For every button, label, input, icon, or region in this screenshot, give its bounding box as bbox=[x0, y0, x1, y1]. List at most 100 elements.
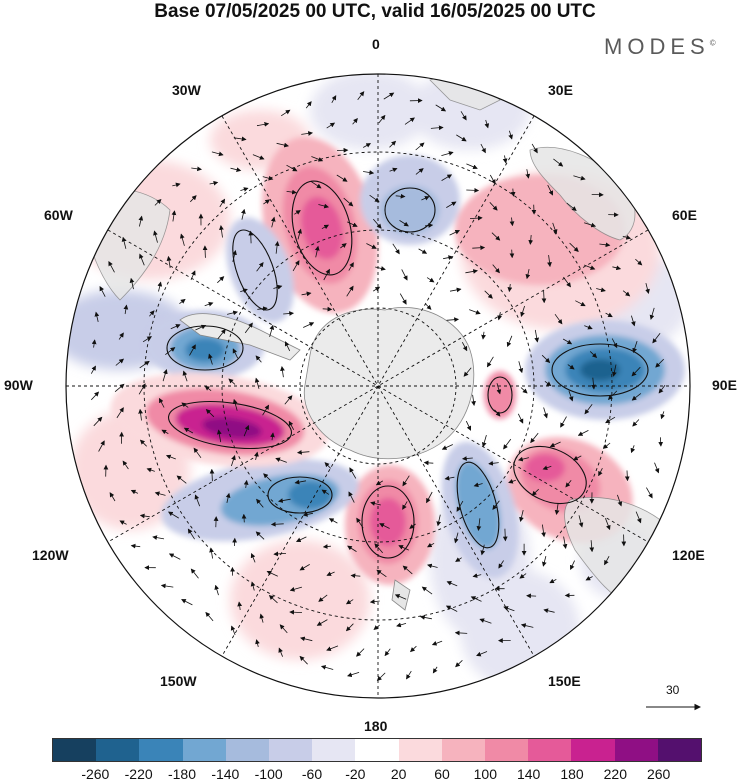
wind-vector bbox=[473, 482, 483, 488]
wind-vector bbox=[435, 104, 447, 112]
wind-vector bbox=[154, 198, 162, 206]
wind-vector bbox=[630, 445, 636, 454]
colorbar-tick-label: -220 bbox=[124, 766, 153, 782]
wind-vector bbox=[591, 377, 596, 390]
wind-vector bbox=[230, 167, 242, 173]
wind-vector bbox=[399, 220, 409, 227]
wind-vector bbox=[441, 174, 453, 181]
brand-text: MODES bbox=[604, 34, 710, 59]
wind-vector bbox=[289, 609, 303, 615]
wind-vector bbox=[373, 624, 380, 631]
wind-vector bbox=[326, 122, 336, 129]
wind-vector bbox=[432, 666, 438, 674]
wind-vector bbox=[241, 513, 247, 523]
wind-vector bbox=[122, 460, 129, 470]
wind-vector bbox=[415, 142, 425, 151]
wind-vector bbox=[372, 218, 382, 229]
wind-vector bbox=[347, 221, 358, 227]
antarctica-shape bbox=[303, 307, 475, 460]
wind-vector bbox=[423, 460, 434, 466]
wind-vector bbox=[425, 223, 434, 228]
wind-vector bbox=[326, 571, 335, 576]
wind-vector bbox=[605, 312, 613, 318]
wind-vector bbox=[302, 512, 313, 517]
wind-vector bbox=[596, 287, 606, 293]
wind-vector bbox=[632, 419, 640, 427]
wind-vector bbox=[346, 285, 354, 297]
wind-vector bbox=[503, 606, 515, 612]
wind-vector bbox=[410, 645, 417, 653]
wind-vector bbox=[280, 109, 291, 117]
wind-vector bbox=[179, 233, 185, 246]
wind-vector bbox=[541, 524, 546, 538]
wind-vector bbox=[240, 187, 249, 192]
wind-vector bbox=[569, 242, 579, 252]
wind-vector bbox=[299, 564, 310, 571]
colorbar bbox=[52, 738, 702, 762]
wind-vector bbox=[376, 672, 386, 682]
wind-vector bbox=[491, 232, 501, 241]
wind-vector bbox=[510, 188, 516, 197]
wind-vector bbox=[486, 356, 494, 368]
wind-vector bbox=[506, 335, 513, 348]
wind-vector bbox=[658, 385, 666, 394]
lon-label-60w: 60W bbox=[44, 207, 73, 223]
wind-vector bbox=[567, 364, 575, 370]
wind-vector bbox=[520, 623, 534, 628]
wind-vector bbox=[589, 351, 598, 358]
wind-vector bbox=[549, 578, 557, 584]
wind-vector bbox=[425, 303, 432, 310]
wind-vector bbox=[645, 283, 650, 294]
wind-vector bbox=[472, 573, 482, 578]
wind-vector bbox=[172, 182, 181, 188]
wind-vector bbox=[419, 615, 432, 620]
wind-vector bbox=[154, 491, 166, 497]
wind-vector bbox=[584, 324, 593, 330]
wind-vector bbox=[421, 586, 433, 595]
wind-vector bbox=[323, 268, 330, 281]
wind-vector bbox=[115, 358, 125, 366]
wind-vector bbox=[259, 613, 265, 623]
wind-vector bbox=[461, 342, 468, 352]
wind-vector bbox=[460, 111, 467, 121]
wind-vector bbox=[363, 143, 371, 148]
wind-vector bbox=[605, 416, 616, 424]
wind-vector bbox=[394, 594, 407, 600]
colorbar-tick-label: -140 bbox=[211, 766, 240, 782]
reference-vector-label: 30 bbox=[666, 683, 680, 697]
wind-vector bbox=[471, 394, 476, 406]
wind-vector bbox=[565, 480, 572, 488]
wind-vector bbox=[227, 310, 238, 316]
wind-vector bbox=[612, 364, 617, 377]
wind-vector bbox=[179, 298, 186, 305]
wind-vector bbox=[370, 501, 381, 506]
wind-vector bbox=[114, 383, 125, 393]
wind-vector bbox=[402, 475, 410, 487]
lon-label-30w: 30W bbox=[172, 82, 201, 98]
wind-vector bbox=[283, 311, 294, 316]
wind-vector bbox=[562, 536, 568, 549]
lon-label-60e: 60E bbox=[672, 207, 697, 223]
lon-label-150w: 150W bbox=[160, 673, 197, 689]
wind-vector bbox=[231, 455, 236, 467]
wind-vector bbox=[488, 460, 499, 466]
wind-vector bbox=[217, 328, 226, 340]
wind-vector bbox=[436, 514, 442, 527]
wind-vector bbox=[575, 300, 586, 307]
wind-vector bbox=[622, 290, 631, 297]
wind-vector bbox=[469, 309, 481, 315]
wind-vector bbox=[357, 91, 365, 100]
wind-vector bbox=[426, 491, 433, 504]
wind-vector bbox=[157, 281, 163, 292]
wind-vector bbox=[288, 420, 295, 430]
wind-vector bbox=[232, 398, 238, 411]
wind-vector bbox=[94, 311, 100, 322]
wind-vector bbox=[481, 434, 487, 448]
colorbar-tick-label: -180 bbox=[167, 766, 197, 782]
wind-vector bbox=[599, 242, 611, 248]
colorbar-swatch bbox=[355, 739, 399, 761]
wind-vector bbox=[646, 487, 653, 499]
colorbar-swatch bbox=[96, 739, 140, 761]
wind-vector bbox=[655, 358, 664, 368]
wind-vector bbox=[541, 290, 547, 304]
